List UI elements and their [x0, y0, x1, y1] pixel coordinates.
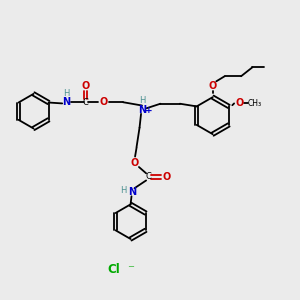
Text: O: O: [235, 98, 243, 108]
Text: O: O: [162, 172, 170, 182]
Text: N: N: [128, 187, 136, 197]
Text: ⁻: ⁻: [127, 263, 134, 276]
Text: N: N: [62, 97, 70, 107]
Text: H: H: [121, 186, 127, 195]
Text: C: C: [83, 98, 89, 107]
Text: C: C: [146, 172, 152, 182]
Text: H: H: [139, 96, 145, 105]
Text: O: O: [82, 81, 90, 91]
Text: O: O: [100, 97, 108, 107]
Text: N: N: [139, 105, 147, 115]
Text: H: H: [63, 89, 70, 98]
Text: Cl: Cl: [108, 263, 121, 276]
Text: O: O: [131, 158, 139, 167]
Text: O: O: [208, 81, 217, 91]
Text: +: +: [145, 106, 153, 115]
Text: CH₃: CH₃: [248, 99, 262, 108]
